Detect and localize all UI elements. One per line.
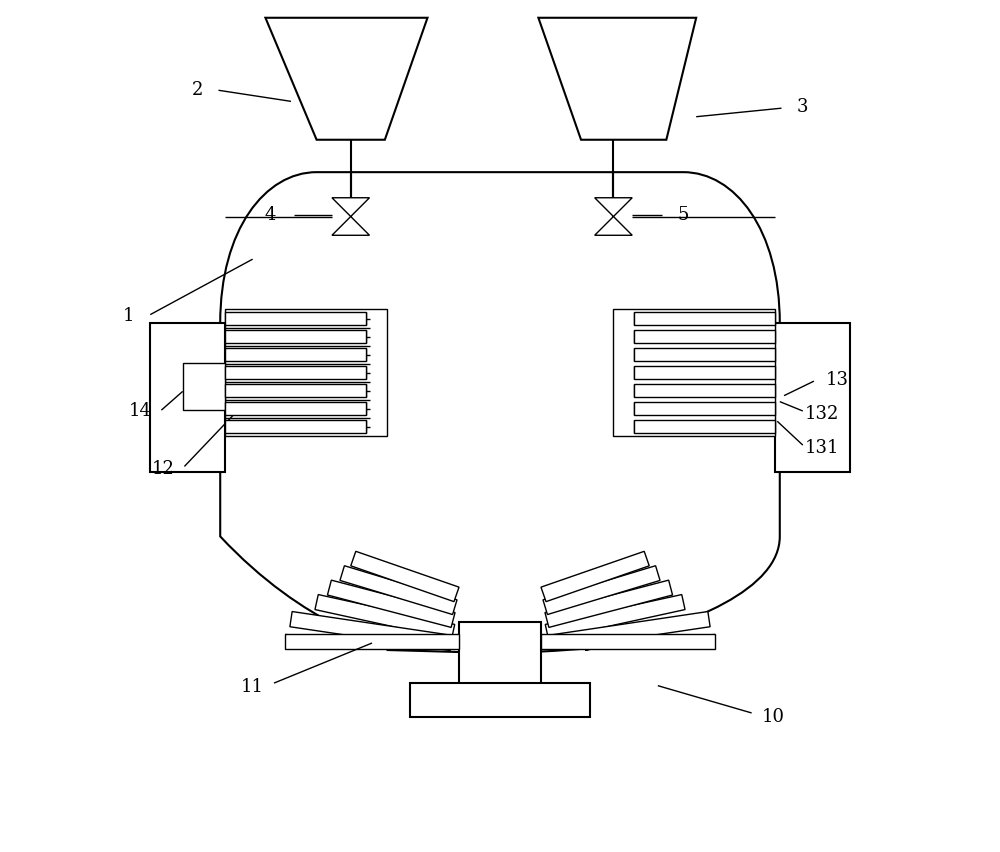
Polygon shape bbox=[332, 217, 369, 236]
Bar bbox=[634, 331, 775, 343]
Text: 5: 5 bbox=[678, 205, 689, 224]
Polygon shape bbox=[595, 217, 632, 236]
Text: 10: 10 bbox=[761, 706, 784, 725]
Polygon shape bbox=[595, 199, 632, 217]
Text: 4: 4 bbox=[264, 205, 275, 224]
Text: 12: 12 bbox=[152, 459, 175, 478]
Bar bbox=[634, 421, 775, 434]
Bar bbox=[150, 324, 225, 473]
Bar bbox=[225, 310, 387, 436]
Text: 131: 131 bbox=[805, 438, 840, 457]
Polygon shape bbox=[290, 612, 453, 651]
Bar bbox=[225, 385, 366, 398]
Text: 13: 13 bbox=[825, 370, 848, 389]
Polygon shape bbox=[327, 580, 455, 628]
Text: 14: 14 bbox=[129, 401, 151, 420]
Bar bbox=[225, 421, 366, 434]
Polygon shape bbox=[340, 566, 457, 615]
Text: 132: 132 bbox=[805, 404, 840, 423]
PathPatch shape bbox=[220, 173, 780, 653]
Polygon shape bbox=[541, 551, 649, 602]
Polygon shape bbox=[545, 595, 685, 640]
Bar bbox=[183, 364, 225, 411]
Text: 3: 3 bbox=[797, 97, 809, 116]
Bar bbox=[225, 348, 366, 361]
Bar bbox=[634, 385, 775, 398]
Bar bbox=[459, 622, 541, 686]
Text: 11: 11 bbox=[241, 676, 264, 695]
Bar bbox=[410, 683, 590, 717]
Bar bbox=[285, 634, 459, 649]
Bar bbox=[634, 348, 775, 361]
Text: 2: 2 bbox=[191, 80, 203, 99]
Bar bbox=[613, 310, 775, 436]
Bar bbox=[225, 403, 366, 416]
Polygon shape bbox=[547, 612, 710, 651]
Bar bbox=[225, 313, 366, 325]
Polygon shape bbox=[538, 19, 696, 141]
Bar bbox=[541, 634, 715, 649]
Polygon shape bbox=[265, 19, 427, 141]
Bar bbox=[634, 366, 775, 380]
Bar bbox=[225, 331, 366, 343]
Bar bbox=[225, 366, 366, 380]
Polygon shape bbox=[332, 199, 369, 217]
Text: 1: 1 bbox=[123, 306, 135, 325]
Bar bbox=[634, 313, 775, 325]
Polygon shape bbox=[543, 566, 660, 615]
Polygon shape bbox=[545, 580, 673, 628]
Polygon shape bbox=[315, 595, 455, 640]
Bar bbox=[775, 324, 850, 473]
Polygon shape bbox=[351, 551, 459, 602]
Bar bbox=[634, 403, 775, 416]
